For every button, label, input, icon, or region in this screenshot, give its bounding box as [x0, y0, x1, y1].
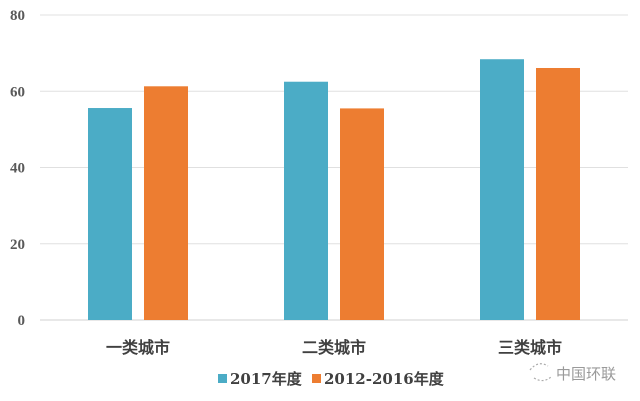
y-tick-label: 40 — [10, 161, 25, 177]
y-tick-label: 20 — [10, 237, 25, 253]
y-tick-label: 60 — [10, 84, 25, 100]
legend-label: 2017年度 — [230, 370, 303, 388]
y-axis-ticks: 0 20 40 60 80 — [10, 8, 25, 329]
x-tick-label: 一类城市 — [106, 338, 170, 357]
x-axis-labels: 一类城市 二类城市 三类城市 — [106, 338, 562, 357]
bar-2012-2016-1 — [340, 108, 384, 320]
bars — [88, 59, 580, 321]
legend-swatch — [218, 374, 227, 383]
y-tick-label: 0 — [18, 313, 26, 329]
bar-2017-0 — [88, 108, 132, 321]
watermark-text: 中国环联 — [556, 365, 616, 383]
bar-2017-2 — [480, 59, 524, 320]
legend: 2017年度 2012-2016年度 — [218, 370, 445, 388]
x-tick-label: 三类城市 — [498, 338, 562, 357]
gridlines — [40, 14, 628, 321]
legend-swatch — [312, 374, 321, 383]
bar-2012-2016-2 — [536, 67, 580, 321]
legend-item: 2017年度 — [218, 370, 303, 388]
y-tick-label: 80 — [10, 8, 25, 24]
legend-item: 2012-2016年度 — [312, 370, 445, 388]
watermark: 中国环联 — [529, 363, 616, 383]
legend-label: 2012-2016年度 — [324, 370, 445, 388]
wechat-icon — [529, 363, 553, 382]
bar-2017-1 — [284, 81, 328, 320]
bar-2012-2016-0 — [144, 86, 188, 320]
x-tick-label: 二类城市 — [302, 338, 366, 357]
